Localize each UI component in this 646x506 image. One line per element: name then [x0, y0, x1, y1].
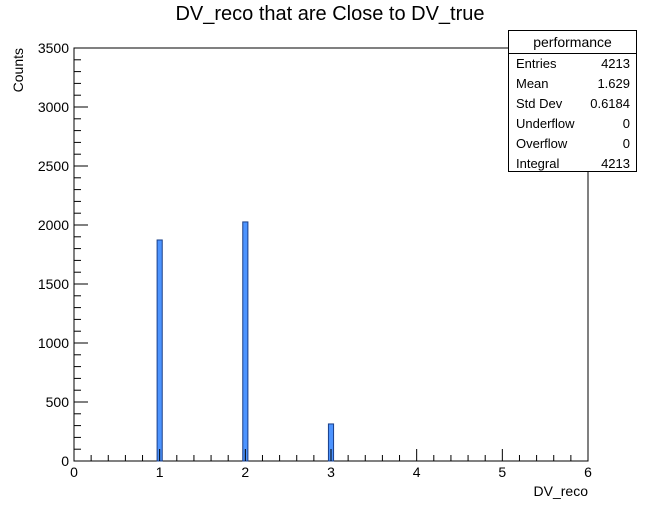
- x-tick-label: 3: [327, 464, 335, 480]
- chart-title: DV_reco that are Close to DV_true: [175, 3, 484, 25]
- stats-row-value: 4213: [601, 56, 630, 71]
- stats-box: performance Entries 4213 Mean 1.629 Std Dev 0…: [508, 30, 637, 172]
- stats-row-value: 1.629: [597, 76, 630, 91]
- x-tick-label: 4: [413, 464, 421, 480]
- y-tick-label: 0: [61, 453, 69, 469]
- x-tick-label: 2: [241, 464, 249, 480]
- stats-row-value: 0.6184: [590, 96, 630, 111]
- x-tick-label: 0: [70, 464, 78, 480]
- stats-row-value: 0: [622, 116, 630, 131]
- stats-row-label: Integral: [516, 156, 560, 171]
- histogram-bar: [242, 221, 249, 462]
- y-tick-label: 2500: [38, 158, 69, 174]
- x-tick-label: 1: [156, 464, 164, 480]
- x-tick-label: 5: [498, 464, 506, 480]
- stats-row: Mean 1.629: [509, 74, 636, 94]
- stats-row: Overflow 0: [509, 134, 636, 154]
- y-tick-label: 1500: [38, 276, 69, 292]
- y-tick-label: 500: [46, 394, 70, 410]
- stats-row-value: 0: [622, 136, 630, 151]
- stats-row-label: Overflow: [516, 136, 568, 151]
- stats-row: Std Dev 0.6184: [509, 94, 636, 114]
- x-tick-label: 6: [584, 464, 592, 480]
- stats-row-label: Mean: [516, 76, 549, 91]
- stats-row-label: Std Dev: [516, 96, 563, 111]
- stats-row-value: 4213: [601, 156, 630, 171]
- stats-row: Integral 4213: [509, 154, 636, 174]
- y-tick-label: 3500: [38, 40, 69, 56]
- stats-row: Underflow 0: [509, 114, 636, 134]
- y-axis-label: Counts: [10, 48, 26, 92]
- stats-row-label: Underflow: [516, 116, 575, 131]
- y-tick-label: 1000: [38, 335, 69, 351]
- stats-row-label: Entries: [516, 56, 557, 71]
- y-tick-label: 3000: [38, 99, 69, 115]
- histogram-bar: [156, 239, 163, 462]
- stats-row: Entries 4213: [509, 54, 636, 74]
- stats-box-title: performance: [509, 31, 636, 54]
- x-axis-label: DV_reco: [534, 483, 589, 499]
- y-tick-label: 2000: [38, 217, 69, 233]
